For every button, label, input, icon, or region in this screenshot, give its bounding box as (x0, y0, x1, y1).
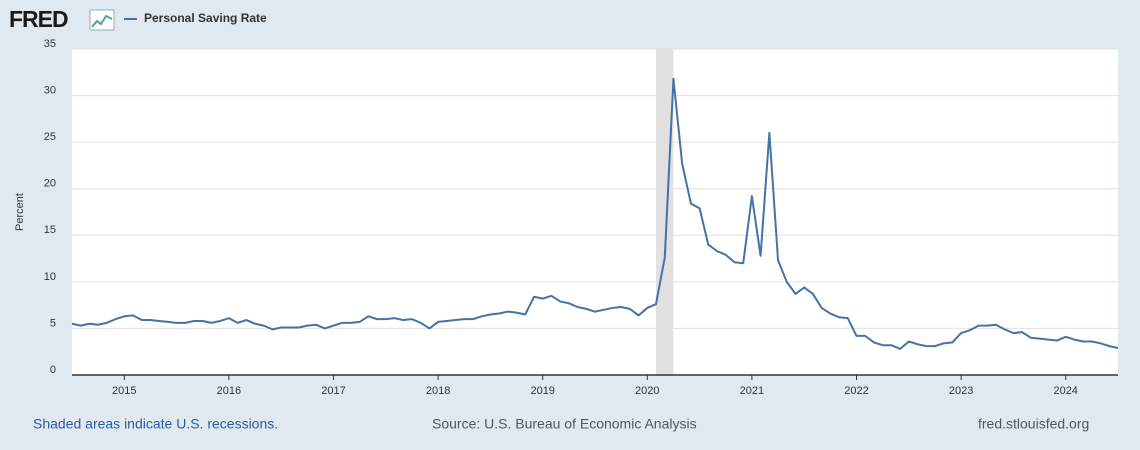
y-tick-label: 15 (44, 224, 56, 236)
y-tick-label: 5 (50, 317, 56, 329)
x-tick-label: 2024 (1053, 385, 1077, 397)
logo-icon (89, 9, 115, 31)
data-line (71, 77, 1119, 350)
x-tick-label: 2018 (426, 385, 450, 397)
logo[interactable]: FRED (9, 6, 69, 32)
x-tick-label: 2017 (321, 385, 345, 397)
x-tick-label: 2023 (949, 385, 973, 397)
x-tick-label: 2015 (112, 385, 136, 397)
x-tick-label: 2020 (635, 385, 659, 397)
plot-area (72, 49, 1118, 375)
y-axis-label: Percent (14, 193, 26, 231)
footer-site[interactable]: fred.stlouisfed.org (978, 416, 1089, 432)
x-tick-label: 2019 (530, 385, 554, 397)
x-tick-label: 2021 (740, 385, 764, 397)
y-tick-label: 0 (50, 364, 56, 376)
y-tick-label: 30 (44, 84, 56, 96)
y-tick-label: 20 (44, 178, 56, 190)
footer-source: Source: U.S. Bureau of Economic Analysis (432, 416, 697, 432)
footer-note[interactable]: Shaded areas indicate U.S. recessions. (33, 416, 278, 432)
y-tick-label: 25 (44, 131, 56, 143)
x-tick-label: 2022 (844, 385, 868, 397)
y-tick-label: 35 (44, 38, 56, 50)
legend-label: Personal Saving Rate (144, 11, 267, 25)
recession-band (655, 49, 674, 375)
y-tick-label: 10 (44, 271, 56, 283)
x-tick-label: 2016 (217, 385, 241, 397)
